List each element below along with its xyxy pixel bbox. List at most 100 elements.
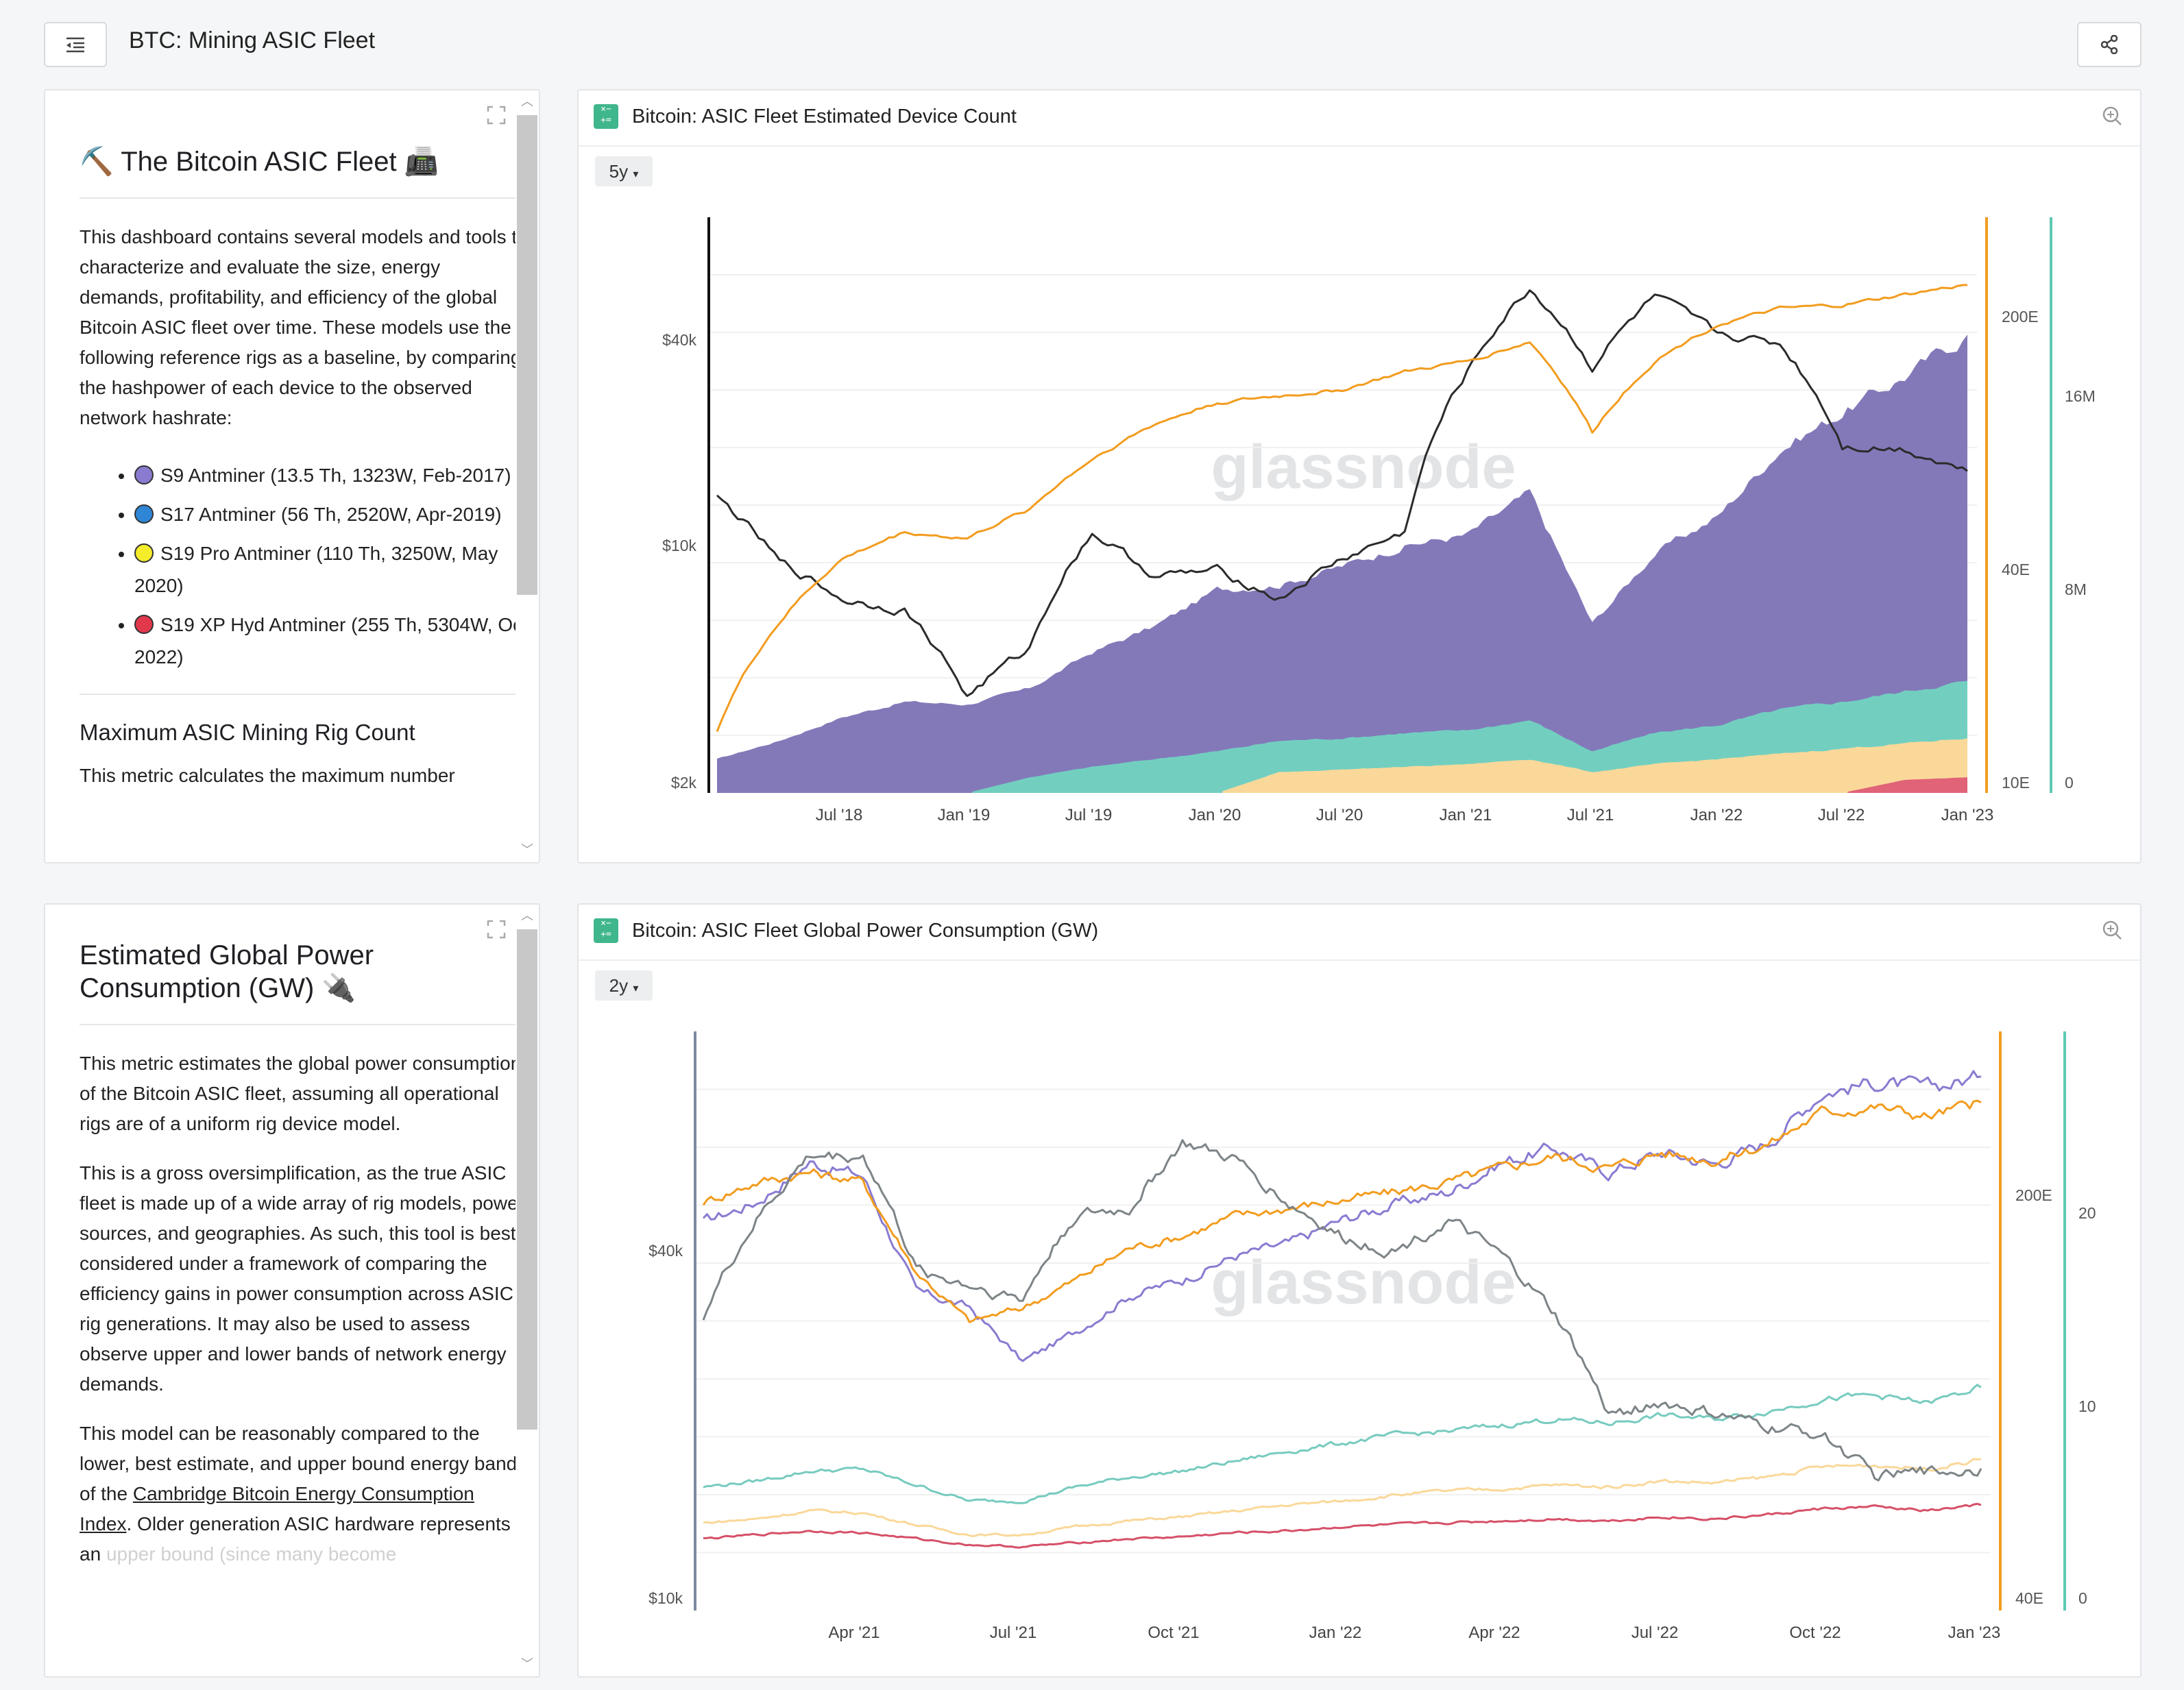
cambridge-index-link[interactable]: Cambridge Bitcoin Energy Consumption Ind… (80, 1483, 474, 1534)
scrollbar[interactable]: ︿ ﹀ (515, 90, 539, 862)
x-tick-label: Jan '21 (1440, 806, 1492, 824)
text-panel-content: Estimated Global Power Consumption (GW) … (80, 925, 529, 1676)
x-tick-label: Oct '22 (1789, 1624, 1841, 1642)
chart-header: ×− += Bitcoin: ASIC Fleet Global Power Co… (579, 905, 2140, 961)
s19-pro-color-dot (134, 543, 154, 563)
rig-label: S19 Pro Antminer (110 Th, 3250W, May 202… (134, 543, 498, 596)
x-tick-label: Jul '22 (1818, 806, 1865, 824)
paragraph-3: This model can be reasonably compared to… (80, 1419, 529, 1569)
watermark: glassnode (1211, 1249, 1516, 1317)
x-tick-label: Jan '23 (1948, 1624, 2001, 1642)
x-tick-label: Apr '22 (1468, 1624, 1520, 1642)
s9-color-dot (134, 465, 154, 485)
chart-title: Bitcoin: ASIC Fleet Global Power Consump… (632, 920, 1099, 942)
s19-xp-color-dot (134, 615, 154, 634)
zoom-in-icon[interactable] (2102, 920, 2122, 940)
x-tick-label: Jul '18 (816, 806, 863, 824)
y-mid-tick-label: 200E (2015, 1186, 2052, 1204)
x-tick-label: Apr '21 (828, 1624, 879, 1642)
subheading: Maximum ASIC Mining Rig Count (80, 720, 415, 745)
rig-label: S17 Antminer (56 Th, 2520W, Apr-2019) (160, 504, 502, 525)
y-right-tick-label: 10 (2078, 1397, 2096, 1415)
panel-heading: Estimated Global Power Consumption (GW) … (80, 940, 374, 1003)
zoom-in-icon[interactable] (2102, 106, 2122, 126)
area-series-2 (1222, 738, 1967, 793)
caret-down-icon: ▾ (633, 983, 639, 994)
range-dropdown[interactable]: 2y ▾ (595, 970, 653, 1001)
device-count-chart-panel: ×− += Bitcoin: ASIC Fleet Estimated Devic… (577, 89, 2141, 864)
divider (80, 694, 529, 695)
power-consumption-chart: glassnode $10k $40k 40E 200E 0 10 20 Apr '21 Jul … (648, 1031, 2096, 1642)
y-right-tick-label: 0 (2065, 774, 2074, 792)
text-panel-content: ⛏️ The Bitcoin ASIC Fleet 📠 This dashboa… (80, 111, 529, 862)
line-series-3 (703, 1458, 1982, 1538)
x-tick-label: Jan '22 (1309, 1624, 1362, 1642)
y-right-tick-label: 8M (2065, 580, 2087, 598)
x-tick-label: Jan '20 (1189, 806, 1241, 824)
area-series-3 (1847, 777, 1967, 793)
scroll-down-icon[interactable]: ﹀ (521, 1657, 533, 1671)
x-tick-label: Jan '22 (1690, 806, 1743, 824)
x-tick-label: Jul '22 (1631, 1624, 1679, 1642)
rig-item-s17: S17 Antminer (56 Th, 2520W, Apr-2019) (134, 498, 529, 530)
y-left-tick-label: $10k (648, 1589, 683, 1607)
divider (80, 197, 529, 199)
x-tick-label: Oct '21 (1148, 1624, 1199, 1642)
line-series-2 (703, 1384, 1982, 1504)
share-icon (2100, 35, 2118, 54)
rig-list: S9 Antminer (13.5 Th, 1323W, Feb-2017) S… (80, 459, 529, 673)
line-series-4 (716, 289, 1968, 697)
line-series-5 (702, 1139, 1982, 1482)
chart-header: ×− += Bitcoin: ASIC Fleet Estimated Devic… (579, 90, 2140, 147)
menu-collapse-icon (66, 37, 84, 53)
top-bar: BTC: Mining ASIC Fleet (0, 0, 2184, 89)
page-title: BTC: Mining ASIC Fleet (129, 27, 376, 53)
scrollbar-thumb[interactable] (517, 929, 537, 1430)
power-consumption-text-panel: Estimated Global Power Consumption (GW) … (44, 903, 540, 1678)
paragraph-1: This metric estimates the global power c… (80, 1053, 522, 1134)
device-count-chart: glassnode $2k $10k $40k 10E 40E 200E 0 8M 16M Jul … (662, 217, 2096, 824)
paragraph-2: This is a gross oversimplification, as t… (80, 1162, 524, 1395)
faded-text: upper bound (since many become (106, 1543, 397, 1565)
rig-item-s19-pro: S19 Pro Antminer (110 Th, 3250W, May 202… (134, 537, 529, 602)
x-tick-label: Jan '23 (1941, 806, 1994, 824)
y-mid-tick-label: 10E (2002, 774, 2030, 792)
s17-color-dot (134, 504, 154, 524)
x-tick-label: Jan '19 (938, 806, 991, 824)
rig-label: S19 XP Hyd Antminer (255 Th, 5304W, Oct … (134, 614, 528, 668)
y-left-tick-label: $2k (671, 774, 697, 792)
scrollbar[interactable]: ︿ ﹀ (515, 905, 539, 1676)
y-right-tick-label: 16M (2065, 387, 2096, 405)
paragraph-3-text: . Older generation ASIC hardware represe… (80, 1513, 511, 1565)
intro-paragraph: This dashboard contains several models a… (80, 226, 528, 428)
scroll-up-icon[interactable]: ︿ (521, 95, 533, 108)
panel-heading: ⛏️ The Bitcoin ASIC Fleet 📠 (80, 147, 439, 177)
area-series-0 (717, 334, 1967, 793)
y-left-tick-label: $40k (662, 331, 696, 349)
power-consumption-chart-panel: ×− += Bitcoin: ASIC Fleet Global Power Co… (577, 903, 2141, 1678)
divider (80, 1024, 529, 1025)
asic-fleet-text-panel: ⛏️ The Bitcoin ASIC Fleet 📠 This dashboa… (44, 89, 540, 864)
paragraph-3-text: This model can be reasonably compared to… (80, 1423, 527, 1504)
x-tick-label: Jul '21 (1567, 806, 1614, 824)
range-dropdown[interactable]: 5y ▾ (595, 156, 653, 186)
line-series-5 (716, 284, 1968, 733)
caret-down-icon: ▾ (633, 169, 639, 180)
y-left-tick-label: $40k (648, 1242, 683, 1260)
range-label: 2y (609, 975, 629, 996)
line-series-4 (703, 1502, 1982, 1549)
scroll-down-icon[interactable]: ﹀ (521, 843, 533, 857)
y-mid-tick-label: 40E (2002, 561, 2030, 578)
y-mid-tick-label: 40E (2015, 1589, 2043, 1607)
rig-item-s9: S9 Antminer (13.5 Th, 1323W, Feb-2017) (134, 459, 529, 491)
expand-icon[interactable] (487, 920, 506, 939)
rig-label: S9 Antminer (13.5 Th, 1323W, Feb-2017) (160, 465, 511, 486)
expand-icon[interactable] (487, 106, 506, 125)
x-tick-label: Jul '21 (990, 1624, 1037, 1642)
rig-item-s19-xp: S19 XP Hyd Antminer (255 Th, 5304W, Oct … (134, 609, 529, 673)
scroll-up-icon[interactable]: ︿ (521, 909, 533, 922)
scrollbar-thumb[interactable] (517, 115, 537, 595)
share-button[interactable] (2077, 22, 2141, 67)
range-label: 5y (609, 161, 629, 182)
menu-toggle-button[interactable] (44, 22, 107, 67)
